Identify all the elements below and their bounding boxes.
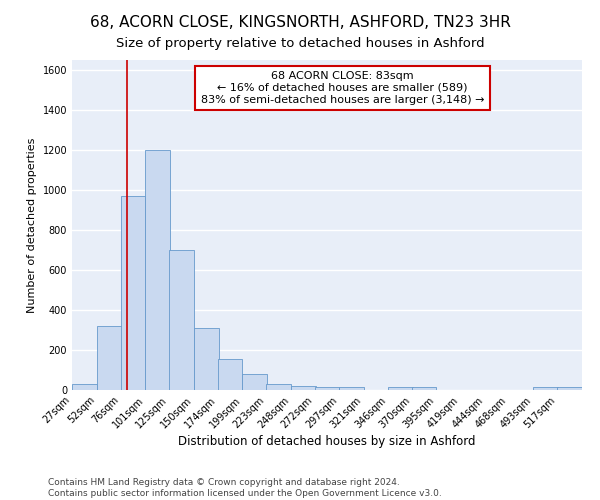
Bar — [557, 387, 582, 390]
Bar — [121, 196, 145, 390]
Bar — [242, 374, 267, 390]
Bar — [218, 359, 242, 390]
Bar — [169, 250, 194, 390]
Bar — [340, 387, 364, 390]
Y-axis label: Number of detached properties: Number of detached properties — [27, 138, 37, 312]
Text: Contains HM Land Registry data © Crown copyright and database right 2024.
Contai: Contains HM Land Registry data © Crown c… — [48, 478, 442, 498]
Bar — [412, 387, 436, 390]
Bar — [97, 326, 122, 390]
Bar — [266, 384, 291, 390]
Bar — [72, 384, 97, 390]
X-axis label: Distribution of detached houses by size in Ashford: Distribution of detached houses by size … — [178, 436, 476, 448]
Text: Size of property relative to detached houses in Ashford: Size of property relative to detached ho… — [116, 38, 484, 51]
Bar — [291, 386, 316, 390]
Bar — [314, 387, 340, 390]
Bar — [145, 150, 170, 390]
Bar — [194, 328, 218, 390]
Bar — [533, 387, 558, 390]
Text: 68 ACORN CLOSE: 83sqm
← 16% of detached houses are smaller (589)
83% of semi-det: 68 ACORN CLOSE: 83sqm ← 16% of detached … — [200, 72, 484, 104]
Bar — [388, 387, 413, 390]
Text: 68, ACORN CLOSE, KINGSNORTH, ASHFORD, TN23 3HR: 68, ACORN CLOSE, KINGSNORTH, ASHFORD, TN… — [89, 15, 511, 30]
